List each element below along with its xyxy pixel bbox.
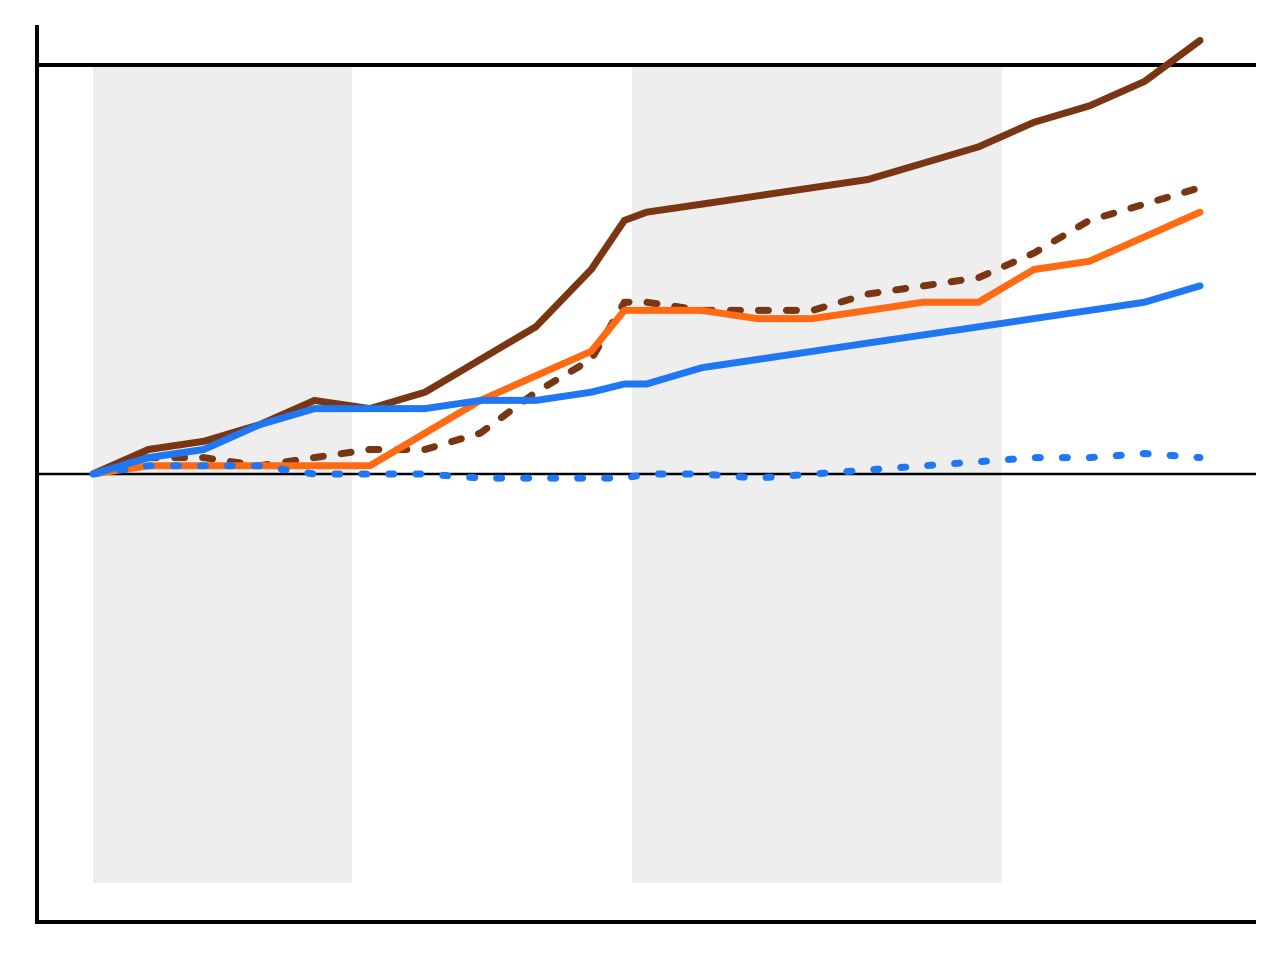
series-lines [89,37,1204,482]
series-line-2 [89,184,1204,478]
series-line-3 [89,208,1204,478]
series-line-5 [89,450,1204,482]
series-line-4 [89,282,1204,478]
axes [35,25,1256,924]
reference-lines [37,63,1256,476]
series-line-1 [89,37,1204,478]
